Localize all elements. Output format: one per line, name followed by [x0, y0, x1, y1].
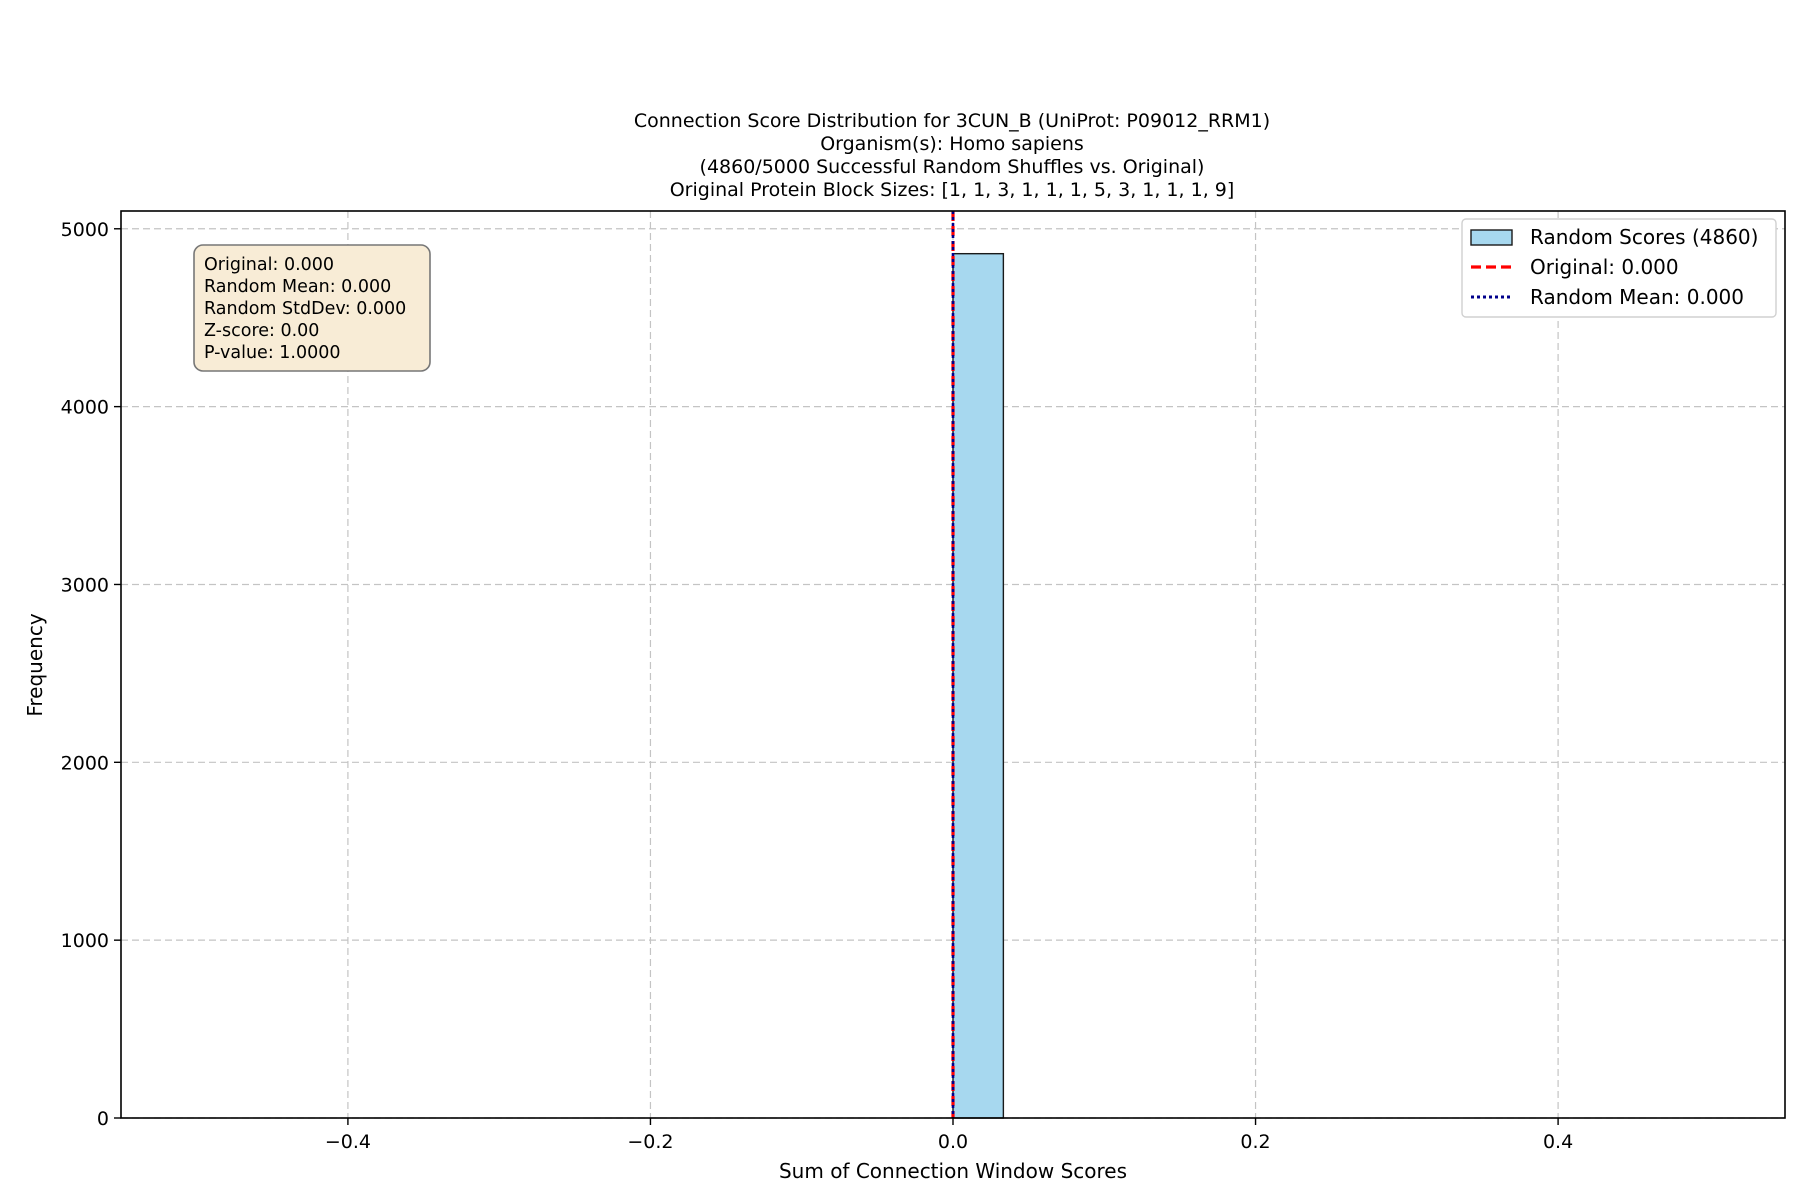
- x-tick-label: −0.2: [627, 1131, 673, 1153]
- y-tick-label: 0: [97, 1108, 109, 1130]
- title-line: Organism(s): Homo sapiens: [820, 133, 1084, 155]
- stats-box-frame: [193, 244, 431, 372]
- y-tick-label: 3000: [61, 574, 109, 596]
- y-tick-label: 5000: [61, 219, 109, 241]
- legend-label: Random Mean: 0.000: [1530, 285, 1744, 309]
- histogram-bar: [952, 252, 1005, 1119]
- histogram-bars: [952, 252, 1005, 1119]
- stats-line: Z-score: 0.00: [204, 321, 319, 341]
- legend: Random Scores (4860) Original: 0.000 Ran…: [1461, 218, 1777, 318]
- title-line: Original Protein Block Sizes: [1, 1, 3, …: [670, 179, 1235, 201]
- x-tick-label: 0.0: [938, 1131, 968, 1153]
- y-axis-label: Frequency: [23, 613, 47, 716]
- title-line: Connection Score Distribution for 3CUN_B…: [634, 110, 1270, 132]
- title-line: (4860/5000 Successful Random Shuffles vs…: [700, 156, 1205, 178]
- legend-swatch-random-scores: [1470, 229, 1513, 246]
- stats-line: P-value: 1.0000: [204, 343, 341, 363]
- y-axis-ticks: 0 1000 2000 3000 4000 5000: [61, 219, 121, 1130]
- stats-box: Original: 0.000 Random Mean: 0.000 Rando…: [193, 244, 431, 372]
- y-tick-label: 1000: [61, 930, 109, 952]
- x-axis-ticks: −0.4 −0.2 0.0 0.2 0.4: [325, 1118, 1573, 1153]
- stats-line: Random StdDev: 0.000: [204, 299, 406, 319]
- chart-title: Connection Score Distribution for 3CUN_B…: [634, 110, 1270, 201]
- stats-line: Random Mean: 0.000: [204, 277, 391, 297]
- x-tick-label: −0.4: [325, 1131, 371, 1153]
- legend-frame: [1461, 218, 1777, 318]
- legend-label: Random Scores (4860): [1530, 225, 1758, 249]
- x-axis-label: Sum of Connection Window Scores: [779, 1159, 1127, 1183]
- y-tick-label: 4000: [61, 397, 109, 419]
- x-tick-label: 0.4: [1543, 1131, 1573, 1153]
- y-tick-label: 2000: [61, 752, 109, 774]
- legend-label: Original: 0.000: [1530, 255, 1679, 279]
- stats-line: Original: 0.000: [204, 255, 334, 275]
- x-tick-label: 0.2: [1240, 1131, 1270, 1153]
